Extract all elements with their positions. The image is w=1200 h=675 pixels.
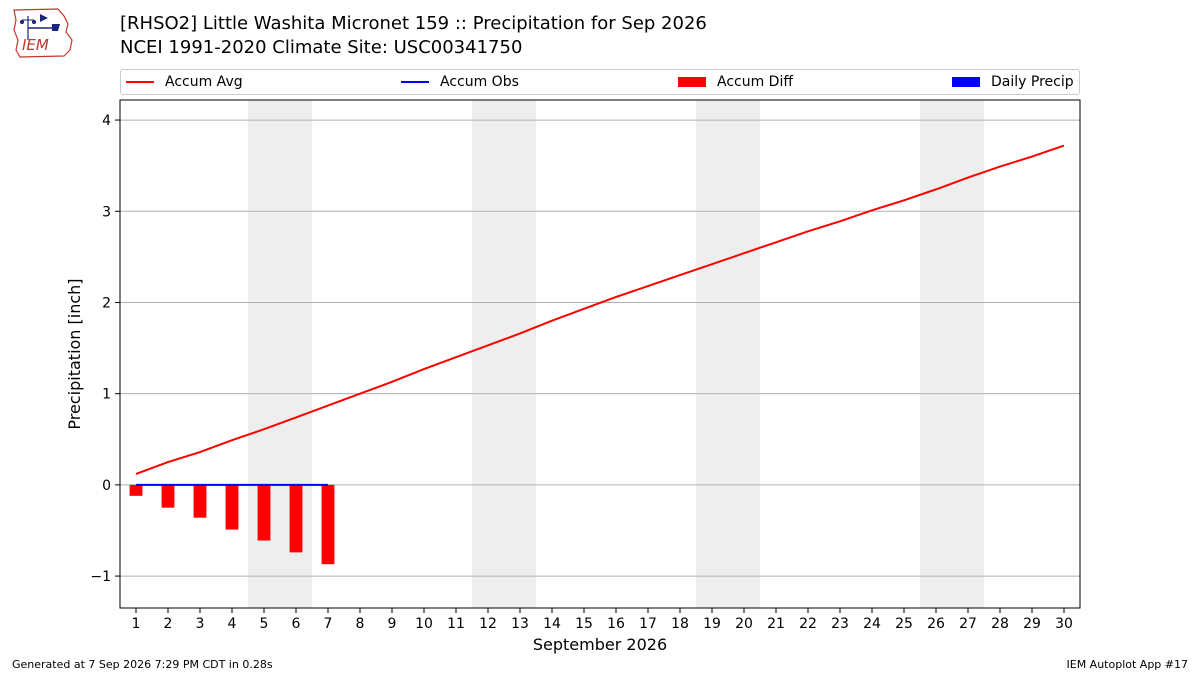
x-tick-label: 11 [447, 616, 465, 632]
legend-label-accum-obs: Accum Obs [440, 74, 519, 90]
accum-diff-bar [321, 484, 335, 565]
accum-diff-bar [161, 484, 175, 508]
legend-item-accum-avg: Accum Avg [126, 73, 243, 91]
legend-label-accum-diff: Accum Diff [717, 74, 794, 90]
plot-frame [119, 99, 1081, 609]
accum-diff-bar [289, 484, 303, 553]
x-tick-label: 6 [292, 616, 301, 632]
legend-swatch-accum-diff [678, 77, 706, 87]
x-tick-label: 1 [132, 616, 141, 632]
y-tick-label: 3 [102, 204, 111, 220]
weather-station-icon [20, 14, 60, 40]
accum-diff-bar [225, 484, 239, 530]
x-tick-label: 22 [799, 616, 817, 632]
x-tick-label: 25 [895, 616, 913, 632]
x-axis-label: September 2026 [533, 635, 667, 654]
accum-diff-bars [129, 484, 335, 565]
x-tick-label: 2 [164, 616, 173, 632]
chart-title: [RHSO2] Little Washita Micronet 159 :: P… [120, 13, 707, 34]
x-tick-label: 4 [228, 616, 237, 632]
x-tick-label: 20 [735, 616, 753, 632]
legend-item-accum-obs: Accum Obs [401, 73, 519, 91]
x-tick-label: 13 [511, 616, 529, 632]
x-tick-label: 24 [863, 616, 881, 632]
accum-diff-bar [257, 484, 271, 541]
legend-item-accum-diff: Accum Diff [678, 73, 793, 91]
y-axis-label: Precipitation [inch] [65, 278, 84, 429]
footer-app-text: IEM Autoplot App #17 [1066, 658, 1189, 671]
legend-label-accum-avg: Accum Avg [165, 74, 243, 90]
y-tick-label: 1 [102, 387, 111, 403]
x-tick-label: 21 [767, 616, 785, 632]
x-tick-label: 30 [1055, 616, 1073, 632]
legend-item-daily-precip: Daily Precip [952, 73, 1074, 91]
x-tick-label: 16 [607, 616, 625, 632]
logo-text: IEM [22, 36, 49, 54]
legend-swatch-accum-avg [126, 81, 154, 83]
accum-diff-bar [193, 484, 207, 518]
y-tick-label: 2 [102, 295, 111, 311]
x-tick-label: 10 [415, 616, 433, 632]
weekend-shade-band [696, 100, 760, 608]
x-tick-label: 5 [260, 616, 269, 632]
y-tick-label: 0 [102, 478, 111, 494]
x-tick-label: 27 [959, 616, 977, 632]
x-tick-label: 18 [671, 616, 689, 632]
x-tick-label: 28 [991, 616, 1009, 632]
iem-logo: IEM [13, 8, 73, 58]
accum-avg-line [135, 144, 1065, 475]
x-tick-label: 17 [639, 616, 657, 632]
footer-generated-text: Generated at 7 Sep 2026 7:29 PM CDT in 0… [12, 658, 273, 671]
accum-diff-bar [129, 484, 143, 496]
legend-swatch-daily-precip [952, 77, 980, 87]
x-tick-label: 15 [575, 616, 593, 632]
x-tick-label: 26 [927, 616, 945, 632]
x-tick-label: 19 [703, 616, 721, 632]
x-tick-label: 12 [479, 616, 497, 632]
weekend-shade-band [920, 100, 984, 608]
legend-swatch-accum-obs [401, 81, 429, 83]
x-tick-label: 8 [356, 616, 365, 632]
y-tick-label: −1 [90, 569, 111, 585]
chart-subtitle: NCEI 1991-2020 Climate Site: USC00341750 [120, 37, 523, 58]
x-tick-label: 7 [324, 616, 333, 632]
x-tick-label: 3 [196, 616, 205, 632]
x-tick-label: 29 [1023, 616, 1041, 632]
x-tick-label: 14 [543, 616, 561, 632]
x-tick-label: 9 [388, 616, 397, 632]
y-tick-label: 4 [102, 113, 111, 129]
chart-legend: Accum Avg Accum Obs Accum Diff Daily Pre… [120, 69, 1080, 95]
legend-label-daily-precip: Daily Precip [991, 74, 1074, 90]
weekend-shade-band [472, 100, 536, 608]
x-tick-label: 23 [831, 616, 849, 632]
weekend-shading [248, 100, 984, 608]
series-lines [135, 144, 1065, 486]
